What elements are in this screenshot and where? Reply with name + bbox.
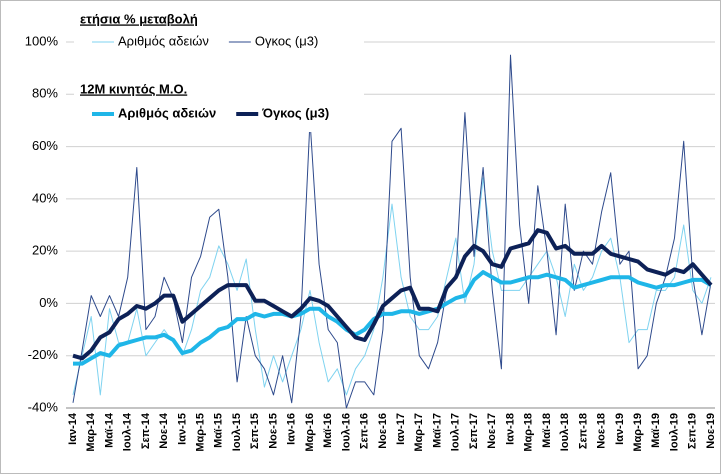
x-tick-label: Ιουλ-14: [122, 412, 134, 451]
x-tick-label: Σεπ-19: [687, 413, 699, 449]
legend-group-title: ετήσια % μεταβολή: [80, 11, 198, 26]
y-tick-label: 40%: [32, 190, 58, 205]
x-tick-label: Σεπ-14: [140, 412, 152, 449]
x-tick-label: Μαρ-17: [413, 413, 425, 452]
x-tick-label: Ιουλ-17: [450, 413, 462, 451]
x-tick-label: Νοε-14: [158, 412, 170, 449]
x-tick-label: Μαϊ-15: [213, 413, 225, 448]
x-tick-label: Μαρ-19: [632, 413, 644, 452]
x-tick-label: Μαϊ-17: [431, 413, 443, 448]
x-tick-label: Σεπ-18: [577, 413, 589, 449]
legend-box: [74, 8, 364, 132]
series-line: [72, 54, 712, 409]
x-tick-label: Μαϊ-14: [103, 412, 115, 448]
x-tick-label: Ιαν-18: [504, 413, 516, 445]
x-tick-label: Σεπ-16: [359, 413, 371, 449]
y-tick-label: 100%: [25, 33, 59, 48]
plot: [72, 54, 713, 409]
x-tick-label: Μαρ-15: [195, 413, 207, 452]
x-tick-label: Σεπ-15: [249, 413, 261, 449]
y-tick-label: -40%: [28, 399, 59, 414]
x-tick-label: Νοε-18: [596, 413, 608, 449]
legend-label: Αριθμός αδειών: [118, 33, 209, 48]
x-tick-label: Μαρ-14: [85, 412, 97, 452]
legend: ετήσια % μεταβολή Αριθμός αδειών Ογκος (μ3…: [74, 8, 364, 132]
y-tick-label: 20%: [32, 243, 58, 258]
x-tick-label: Ιαν-14: [67, 412, 79, 445]
series-line: [72, 228, 713, 361]
series-line: [73, 270, 712, 366]
x-tick-label: Νοε-17: [486, 413, 498, 449]
x-tick-label: Μαϊ-16: [322, 413, 334, 448]
x-tick-label: Ιουλ-18: [559, 413, 571, 451]
x-tick-label: Ιουλ-19: [668, 413, 680, 451]
x-tick-label: Νοε-16: [377, 413, 389, 449]
x-tick-label: Μαϊ-18: [541, 413, 553, 448]
x-tick-label: Ιουλ-15: [231, 413, 243, 451]
grid: -40% -20% 0% 20% 40% 60% 80% 100% Ιαν-14 Μαρ-14 Μα…: [25, 33, 717, 451]
legend-label: Ογκος (μ3): [255, 33, 318, 48]
x-tick-label: Νοε-15: [267, 413, 279, 449]
x-tick-label: Μαρ-16: [304, 413, 316, 452]
x-tick-label: Ιαν-17: [395, 413, 407, 445]
x-tick-label: Μαϊ-19: [650, 413, 662, 448]
x-tick-label: Ιαν-19: [614, 413, 626, 445]
x-tick-label: Ιουλ-16: [340, 413, 352, 451]
y-tick-label: 60%: [32, 138, 58, 153]
x-tick-label: Ιαν-15: [176, 413, 188, 445]
legend-label: Όγκος (μ3): [261, 105, 329, 120]
legend-group-title: 12M κινητός Μ.Ο.: [80, 81, 187, 96]
x-tick-label: Νοε-19: [705, 413, 717, 449]
y-tick-label: 0%: [39, 295, 58, 310]
x-tick-label: Σεπ-17: [468, 413, 480, 449]
x-tick-label: Ιαν-16: [286, 413, 298, 445]
legend-label: Αριθμός αδειών: [118, 105, 216, 120]
y-tick-label: 80%: [32, 86, 58, 101]
x-tick-label: Μαρ-18: [523, 413, 535, 452]
y-tick-label: -20%: [28, 347, 59, 362]
